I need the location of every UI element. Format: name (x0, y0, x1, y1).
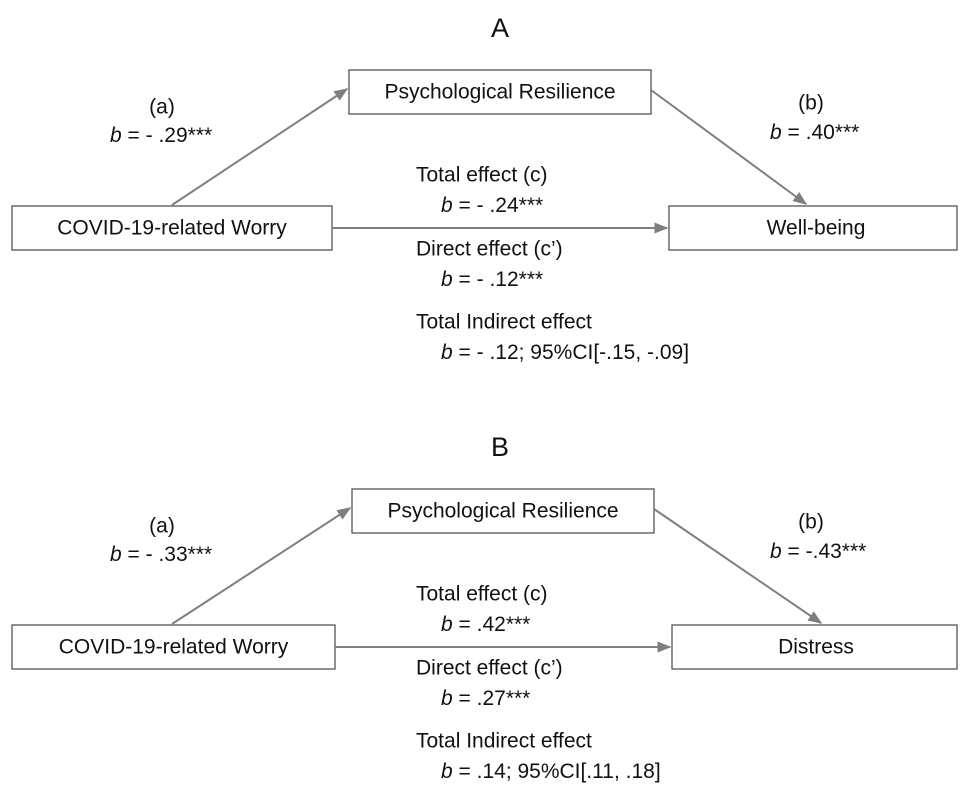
direct-effect-coefficient: b = .27*** (441, 687, 530, 710)
path-b-coefficient: b = -.43*** (770, 540, 866, 563)
total-effect-coefficient: b = - .24*** (441, 194, 543, 217)
predictor-label: COVID-19-related Worry (59, 636, 289, 659)
outcome-box (671, 624, 958, 670)
predictor-box (11, 205, 333, 251)
arrow-a (171, 88, 349, 206)
arrow-a (171, 507, 352, 625)
indirect-effect-coefficient: b = - .12; 95%CI[-.15, -.09] (441, 341, 689, 364)
direct-effect-label: Direct effect (c’) (416, 657, 563, 680)
direct-effect-coefficient: b = - .12*** (441, 268, 543, 291)
outcome-box (668, 205, 958, 251)
direct-effect-label: Direct effect (c’) (416, 238, 563, 261)
panel-title: A (491, 13, 509, 43)
total-effect-coefficient: b = .42*** (441, 613, 530, 636)
path-a-coefficient: b = - .33*** (110, 543, 212, 566)
indirect-effect-label: Total Indirect effect (416, 311, 592, 334)
outcome-label: Distress (778, 636, 854, 659)
arrow-b (653, 508, 823, 624)
predictor-label: COVID-19-related Worry (57, 217, 287, 240)
path-b-coefficient: b = .40*** (770, 121, 859, 144)
path-a-label: (a) (149, 515, 175, 538)
path-b-label: (b) (798, 511, 824, 534)
mediator-box (351, 488, 655, 534)
outcome-label: Well-being (767, 217, 866, 240)
path-b-label: (b) (798, 92, 824, 115)
panel-title: B (491, 432, 509, 462)
path-a-label: (a) (149, 96, 175, 119)
path-a-coefficient: b = - .29*** (110, 124, 212, 147)
indirect-effect-label: Total Indirect effect (416, 730, 592, 753)
mediator-label: Psychological Resilience (387, 500, 618, 523)
total-effect-label: Total effect (c) (416, 164, 548, 187)
arrow-b (650, 89, 808, 205)
mediator-label: Psychological Resilience (384, 81, 615, 104)
mediator-box (348, 69, 652, 115)
total-effect-label: Total effect (c) (416, 583, 548, 606)
indirect-effect-coefficient: b = .14; 95%CI[.11, .18] (441, 760, 661, 783)
